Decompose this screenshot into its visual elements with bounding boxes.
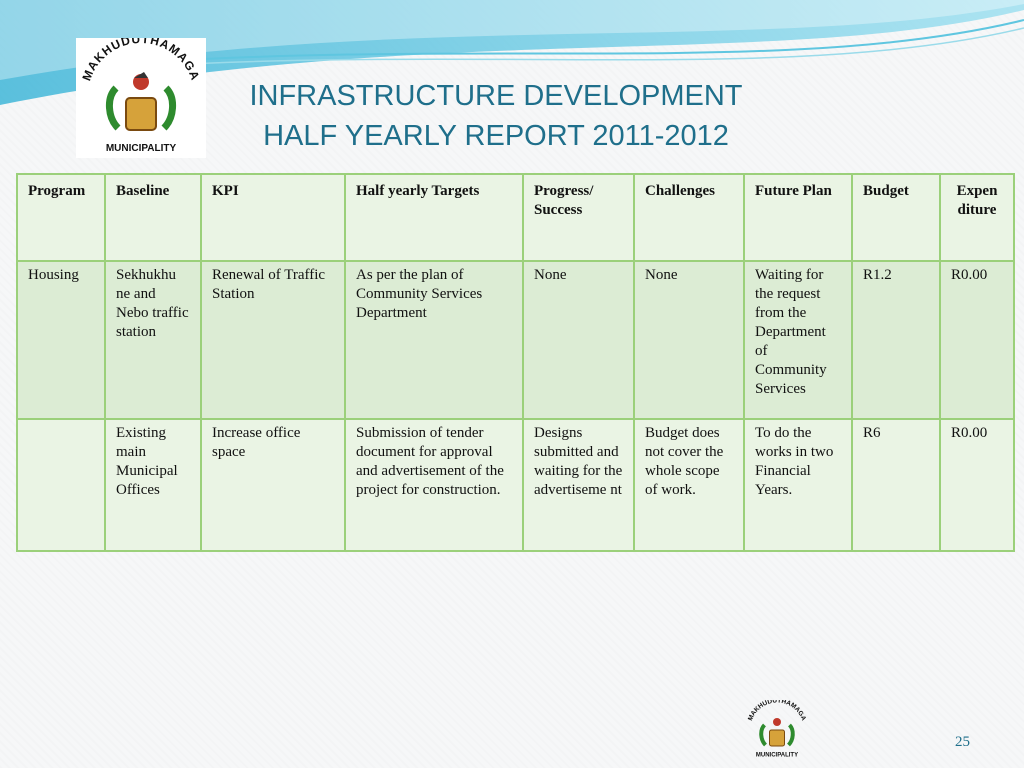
table-header-row: Program Baseline KPI Half yearly Targets…: [16, 173, 1015, 262]
table-row: Housing Sekhukhu ne and Nebo traffic sta…: [16, 260, 1015, 420]
logo-small-bottom-text: MUNICIPALITY: [756, 753, 798, 759]
cell-progress: None: [522, 260, 635, 420]
cell-kpi: Increase office space: [200, 418, 346, 552]
title-line-2: HALF YEARLY REPORT 2011-2012: [263, 120, 729, 152]
cell-expenditure: R0.00: [939, 260, 1015, 420]
header-challenges: Challenges: [633, 173, 745, 262]
municipality-logo: MAKHUDUTHAMAGA MUNICIPALITY: [76, 32, 206, 158]
cell-future-plan: To do the works in two Financial Years.: [743, 418, 853, 552]
cell-progress: Designs submitted and waiting for the ad…: [522, 418, 635, 552]
header-swoosh-decoration: [0, 0, 1024, 105]
cell-targets: As per the plan of Community Services De…: [344, 260, 524, 420]
header-expenditure: Expen diture: [939, 173, 1015, 262]
header-future-plan: Future Plan: [743, 173, 853, 262]
header-baseline: Baseline: [104, 173, 202, 262]
cell-baseline: Sekhukhu ne and Nebo traffic station: [104, 260, 202, 420]
logo-bottom-text: MUNICIPALITY: [106, 143, 177, 154]
cell-kpi: Renewal of Traffic Station: [200, 260, 346, 420]
page-title: INFRASTRUCTURE DEVELOPMENT HALF YEARLY R…: [190, 76, 802, 156]
header-targets: Half yearly Targets: [344, 173, 524, 262]
cell-budget: R6: [851, 418, 941, 552]
page-number: 25: [955, 734, 970, 750]
municipality-logo-small: MAKHUDUTHAMAGA MUNICIPALITY: [742, 697, 812, 760]
cell-future-plan: Waiting for the request from the Departm…: [743, 260, 853, 420]
title-line-1: INFRASTRUCTURE DEVELOPMENT: [249, 80, 743, 112]
header-kpi: KPI: [200, 173, 346, 262]
cell-program: Housing: [16, 260, 106, 420]
header-progress: Progress/ Success: [522, 173, 635, 262]
cell-targets: Submission of tender document for approv…: [344, 418, 524, 552]
cell-program: [16, 418, 106, 552]
cell-challenges: None: [633, 260, 745, 420]
cell-expenditure: R0.00: [939, 418, 1015, 552]
cell-baseline: Existing main Municipal Offices: [104, 418, 202, 552]
report-table: Program Baseline KPI Half yearly Targets…: [16, 173, 1015, 552]
header-program: Program: [16, 173, 106, 262]
cell-challenges: Budget does not cover the whole scope of…: [633, 418, 745, 552]
table-row: Existing main Municipal Offices Increase…: [16, 418, 1015, 552]
header-budget: Budget: [851, 173, 941, 262]
cell-budget: R1.2: [851, 260, 941, 420]
